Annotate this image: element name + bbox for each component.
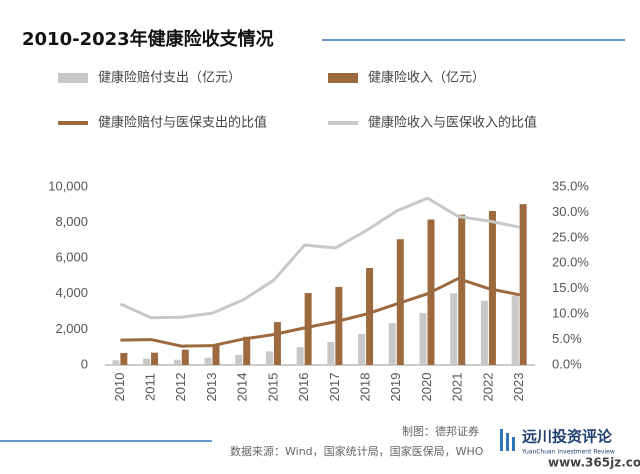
source: 数据来源：Wind，国家统计局，国家医保局，WHO: [230, 444, 484, 458]
y-tick-label: 2,000: [55, 321, 88, 336]
y2-tick-label: 20.0%: [552, 255, 589, 270]
x-tick-label: 2023: [511, 373, 526, 402]
y2-tick-label: 0.0%: [552, 356, 582, 371]
bar: [480, 300, 488, 365]
bar: [511, 295, 519, 365]
bar: [212, 345, 220, 365]
bar: [388, 323, 396, 365]
bar: [519, 204, 527, 365]
bar: [112, 360, 120, 365]
legend-label: 健康险赔付与医保支出的比值: [98, 115, 267, 131]
bar: [458, 214, 466, 365]
legend-label: 健康险收入（亿元）: [368, 70, 485, 86]
legend-swatch: [58, 73, 88, 83]
x-tick-label: 2016: [296, 373, 311, 402]
x-tick-label: 2012: [173, 373, 188, 402]
bar: [235, 354, 243, 365]
bar: [366, 268, 374, 365]
y-tick-label: 6,000: [55, 250, 88, 265]
bar: [173, 359, 181, 365]
logo: [500, 429, 515, 451]
bar: [265, 351, 273, 365]
bar: [273, 322, 281, 365]
watermark: www.365jz.com: [548, 456, 640, 470]
x-tick-label: 2014: [235, 373, 250, 402]
y2-tick-label: 30.0%: [552, 204, 589, 219]
line: [119, 196, 520, 320]
y2-tick-label: 35.0%: [552, 178, 589, 193]
x-tick-label: 2013: [204, 373, 219, 402]
bar: [450, 293, 458, 365]
x-tick-label: 2019: [388, 373, 403, 402]
y-tick-label: 4,000: [55, 285, 88, 300]
chart-title: 2010-2023年健康险收支情况: [22, 28, 274, 50]
legend-swatch: [328, 73, 358, 83]
bar: [243, 336, 251, 365]
bar: [304, 293, 312, 365]
brand-en: YuanChuan Investment Review: [521, 449, 615, 456]
bar: [151, 352, 159, 365]
x-tick-label: 2018: [358, 373, 373, 402]
y-tick-label: 10,000: [48, 178, 88, 193]
bar: [419, 313, 427, 365]
y2-tick-label: 5.0%: [552, 331, 582, 346]
x-tick-label: 2011: [143, 373, 158, 401]
y-tick-label: 8,000: [55, 214, 88, 229]
bar: [120, 352, 128, 365]
y-tick-label: 0: [81, 356, 88, 371]
x-tick-label: 2010: [112, 373, 127, 402]
brand: 远川投资评论: [522, 428, 613, 446]
credit: 制图：德邦证券: [402, 424, 479, 438]
line: [120, 277, 520, 348]
bar: [143, 358, 151, 365]
x-tick-label: 2020: [419, 373, 434, 402]
bar: [296, 347, 304, 365]
bar: [358, 333, 366, 365]
y2-tick-label: 15.0%: [552, 280, 589, 295]
bar: [204, 357, 212, 365]
bar: [181, 349, 189, 365]
x-tick-label: 2021: [450, 373, 465, 402]
x-tick-label: 2017: [327, 373, 342, 402]
x-tick-label: 2015: [265, 373, 280, 402]
x-tick-label: 2022: [480, 373, 495, 402]
legend-label: 健康险收入与医保收入的比值: [368, 115, 537, 131]
bar: [335, 286, 343, 365]
bar: [327, 341, 335, 365]
y2-tick-label: 10.0%: [552, 306, 589, 321]
y2-tick-label: 25.0%: [552, 229, 589, 244]
legend-label: 健康险赔付支出（亿元）: [98, 70, 241, 86]
